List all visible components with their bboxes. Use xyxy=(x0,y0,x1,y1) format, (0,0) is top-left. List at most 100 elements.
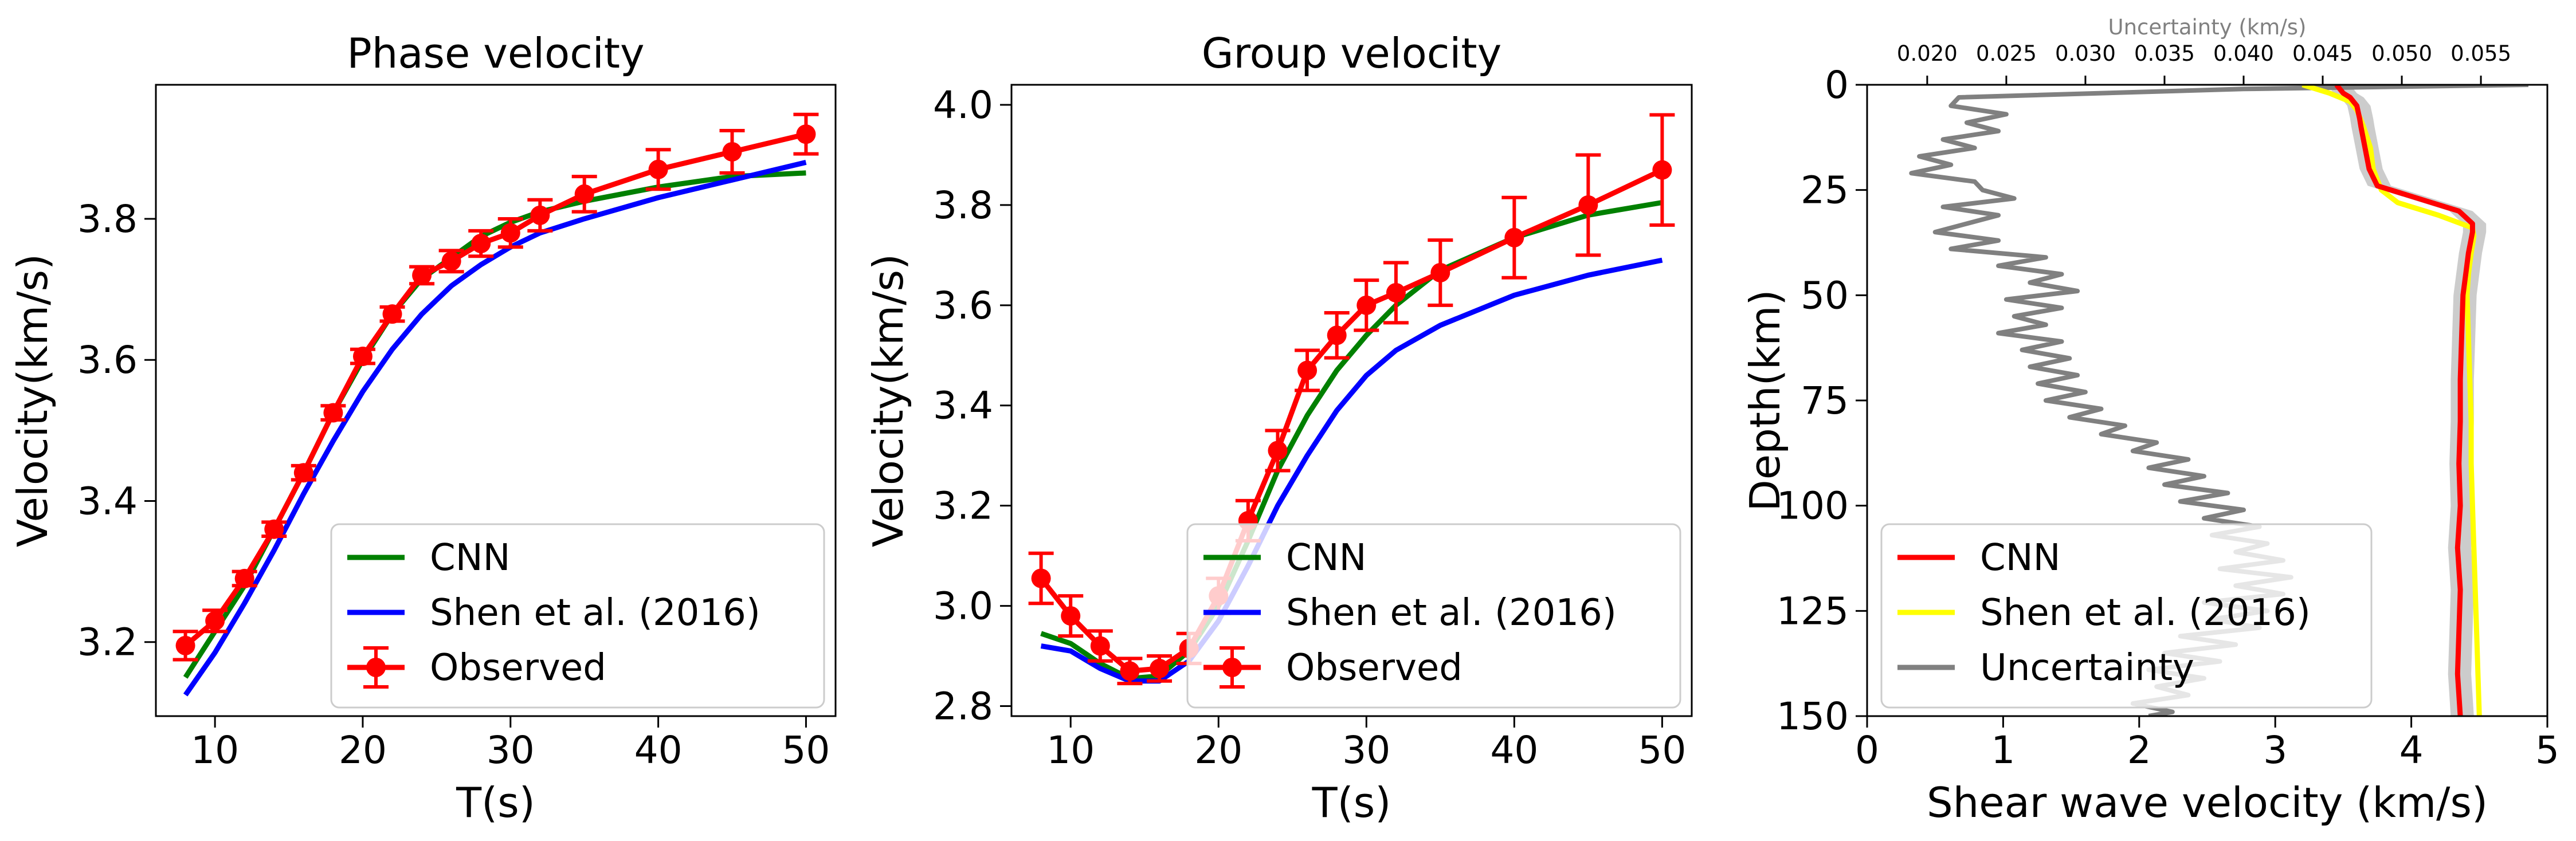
data-point xyxy=(574,184,594,204)
x-tick-label: 10 xyxy=(1046,728,1095,772)
y-tick-label: 50 xyxy=(1801,273,1849,317)
plot-frame xyxy=(155,84,837,717)
data-point xyxy=(1430,262,1450,282)
legend-label: CNN xyxy=(1286,537,1366,579)
data-point xyxy=(1120,661,1140,681)
legend-label: Shen et al. (2016) xyxy=(430,592,760,634)
data-point xyxy=(264,519,284,539)
data-point xyxy=(175,635,195,655)
data-point xyxy=(648,159,668,179)
x-axis-label: T(s) xyxy=(1312,779,1391,827)
legend-item: Shen et al. (2016) xyxy=(1203,592,1617,634)
data-point xyxy=(1090,636,1110,656)
data-point xyxy=(1268,441,1288,461)
data-point xyxy=(441,251,461,271)
x-axis-label: Shear wave velocity (km/s) xyxy=(1927,779,2488,827)
legend-item: Observed xyxy=(1203,646,1463,689)
data-point xyxy=(530,205,550,225)
data-point xyxy=(1297,360,1318,380)
series-line-cnn xyxy=(2334,85,2475,716)
x-tick-label: 0 xyxy=(1855,728,1879,772)
chart-1: 10 20 30 40 50 3.2 3.4 3.6 3.8 Phase velocity T(s)… xyxy=(9,29,837,827)
data-point xyxy=(205,611,225,631)
x-tick-label: 40 xyxy=(634,728,683,772)
data-point xyxy=(1150,658,1170,678)
legend: CNN Shen et al. (2016) Uncertainty xyxy=(1880,523,2373,709)
x-tick-label: 4 xyxy=(2399,728,2424,772)
data-point xyxy=(1061,606,1081,626)
data-point xyxy=(293,463,313,483)
data-point xyxy=(352,347,373,367)
y-tick-label: 3.8 xyxy=(933,183,993,227)
legend-box xyxy=(330,523,825,709)
data-point xyxy=(323,403,343,423)
legend-label: CNN xyxy=(430,537,510,579)
series-line-shen-et-al-2016- xyxy=(1040,257,1663,684)
legend-item: Uncertainty xyxy=(1897,647,2194,689)
legend-label: Shen et al. (2016) xyxy=(1980,592,2311,634)
data-point xyxy=(382,304,402,324)
y-tick-label: 4.0 xyxy=(933,83,993,127)
chart-title: Group velocity xyxy=(1202,29,1501,77)
legend-label: Shen et al. (2016) xyxy=(1286,592,1617,634)
legend-label: Uncertainty xyxy=(1980,647,2194,689)
y-tick-label: 25 xyxy=(1801,168,1849,213)
legend: CNN Shen et al. (2016) Observed xyxy=(330,523,825,709)
y-axis-label: Velocity(km/s) xyxy=(864,254,912,547)
x-tick-label: 2 xyxy=(2127,728,2151,772)
x-tick-label: 30 xyxy=(487,728,535,772)
data-point xyxy=(1652,160,1672,180)
y-tick-label: 125 xyxy=(1777,589,1849,633)
legend-box xyxy=(1880,523,2373,709)
legend-label: CNN xyxy=(1980,537,2060,579)
x-tick-label: 1 xyxy=(1991,728,2015,772)
top-x-tick-label: 0.030 xyxy=(2055,41,2116,66)
plot-frame xyxy=(1010,84,1693,717)
legend-item: Observed xyxy=(347,646,606,689)
plot-area xyxy=(1028,113,1675,686)
legend-label: Observed xyxy=(1286,647,1463,689)
top-x-tick-label: 0.025 xyxy=(1976,41,2037,66)
chart-2: 10 20 30 40 50 2.8 3.0 3.2 3.4 3.6 3.8 4.0 Group vel… xyxy=(864,29,1693,827)
y-axis-label: Depth(km) xyxy=(1741,289,1789,511)
legend-item: Shen et al. (2016) xyxy=(1897,592,2311,634)
legend-label: Observed xyxy=(430,647,606,689)
data-point xyxy=(1031,568,1051,588)
x-tick-label: 50 xyxy=(782,728,830,772)
top-x-tick-label: 0.045 xyxy=(2292,41,2353,66)
x-tick-label: 10 xyxy=(191,728,239,772)
y-tick-label: 0 xyxy=(1825,63,1849,107)
top-x-axis-label: Uncertainty (km/s) xyxy=(2108,15,2306,40)
top-x-tick-label: 0.020 xyxy=(1897,41,1958,66)
data-point xyxy=(500,223,520,243)
plot-area xyxy=(172,112,819,697)
x-tick-label: 20 xyxy=(1194,728,1242,772)
x-tick-label: 50 xyxy=(1638,728,1686,772)
y-axis-label: Velocity(km/s) xyxy=(9,254,57,547)
y-tick-label: 75 xyxy=(1801,379,1849,423)
data-point xyxy=(412,265,432,285)
x-tick-label: 30 xyxy=(1342,728,1390,772)
legend-marker xyxy=(1222,658,1242,677)
series-line-shen-et-al-2016- xyxy=(183,160,807,697)
x-tick-label: 40 xyxy=(1490,728,1538,772)
legend-item: Shen et al. (2016) xyxy=(347,592,760,634)
legend-item: CNN xyxy=(1897,537,2060,579)
y-tick-label: 3.2 xyxy=(933,484,993,528)
legend-marker xyxy=(366,658,386,677)
data-point xyxy=(1327,325,1347,345)
data-point xyxy=(1504,227,1524,247)
chart-title: Phase velocity xyxy=(347,29,644,77)
y-tick-label: 3.4 xyxy=(933,384,993,428)
legend-item: CNN xyxy=(347,537,510,579)
y-tick-label: 3.6 xyxy=(933,284,993,328)
top-x-tick-label: 0.050 xyxy=(2371,41,2432,66)
uncertainty-band xyxy=(2327,85,2487,716)
top-x-tick-label: 0.035 xyxy=(2134,41,2195,66)
x-axis-label: T(s) xyxy=(456,779,535,827)
series-line-shen-et-al-2016- xyxy=(2301,85,2482,716)
y-tick-label: 3.2 xyxy=(77,620,138,665)
data-point xyxy=(1386,282,1406,302)
